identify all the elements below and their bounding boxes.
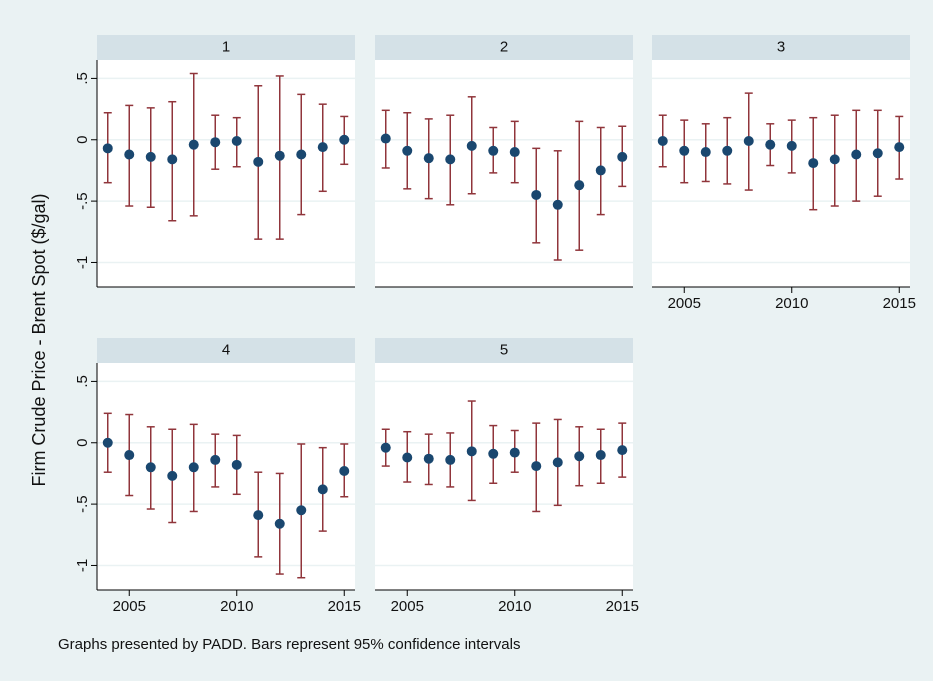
- x-tick-label: 2010: [498, 598, 531, 615]
- point: [145, 462, 156, 473]
- point: [786, 140, 797, 151]
- panel-title: 5: [500, 341, 508, 358]
- plot-area: [375, 363, 633, 590]
- y-tick-label: -1: [74, 256, 91, 269]
- x-tick-label: 2015: [328, 598, 361, 615]
- point: [531, 189, 542, 200]
- point: [167, 470, 178, 481]
- x-tick-label: 2010: [220, 598, 253, 615]
- panel-title: 4: [222, 341, 230, 358]
- x-tick-label: 2005: [668, 295, 701, 312]
- point: [574, 451, 585, 462]
- point: [552, 199, 563, 210]
- note: Graphs presented by PADD. Bars represent…: [58, 636, 520, 653]
- point: [380, 442, 391, 453]
- point: [188, 462, 199, 473]
- point: [210, 137, 221, 148]
- point: [488, 448, 499, 459]
- x-tick-label: 2005: [113, 598, 146, 615]
- point: [872, 148, 883, 159]
- point: [402, 145, 413, 156]
- point: [743, 135, 754, 146]
- point: [296, 505, 307, 516]
- point: [274, 150, 285, 161]
- point: [595, 165, 606, 176]
- x-tick-label: 2005: [391, 598, 424, 615]
- point: [253, 156, 264, 167]
- point: [423, 453, 434, 464]
- point: [722, 145, 733, 156]
- point: [509, 447, 520, 458]
- point: [552, 457, 563, 468]
- point: [509, 147, 520, 158]
- point: [210, 454, 221, 465]
- point: [445, 154, 456, 165]
- point: [253, 510, 264, 521]
- y-tick-label: .5: [74, 72, 91, 85]
- point: [231, 135, 242, 146]
- panel-header: [97, 35, 355, 60]
- point: [423, 153, 434, 164]
- point: [339, 465, 350, 476]
- panel-title: 1: [222, 38, 230, 55]
- point: [617, 445, 628, 456]
- point: [488, 145, 499, 156]
- point: [808, 158, 819, 169]
- point: [574, 180, 585, 191]
- point: [339, 134, 350, 145]
- plot-area: [97, 60, 355, 287]
- point: [231, 459, 242, 470]
- point: [188, 139, 199, 150]
- x-tick-label: 2010: [775, 295, 808, 312]
- point: [894, 142, 905, 153]
- point: [380, 133, 391, 144]
- point: [531, 461, 542, 472]
- point: [466, 140, 477, 151]
- point: [124, 450, 135, 461]
- point: [829, 154, 840, 165]
- plot-area: [375, 60, 633, 287]
- point: [851, 149, 862, 160]
- point: [124, 149, 135, 160]
- y-tick-label: 0: [74, 136, 91, 144]
- point: [445, 454, 456, 465]
- panel-header: [375, 338, 633, 363]
- point: [700, 147, 711, 158]
- point: [274, 518, 285, 529]
- point: [145, 151, 156, 162]
- point: [765, 139, 776, 150]
- x-tick-label: 2015: [883, 295, 916, 312]
- point: [317, 484, 328, 495]
- y-tick-label: .5: [74, 375, 91, 388]
- point: [296, 149, 307, 160]
- y-tick-label: -1: [74, 559, 91, 572]
- plot-area: [652, 60, 910, 287]
- panel-header: [375, 35, 633, 60]
- point: [317, 142, 328, 153]
- point: [657, 135, 668, 146]
- y-axis-label: Firm Crude Price - Brent Spot ($/gal): [29, 193, 49, 486]
- point: [102, 437, 113, 448]
- point: [402, 452, 413, 463]
- point: [102, 143, 113, 154]
- panel-title: 3: [777, 38, 785, 55]
- point: [167, 154, 178, 165]
- point: [595, 450, 606, 461]
- y-tick-label: 0: [74, 439, 91, 447]
- point: [679, 145, 690, 156]
- panel-header: [652, 35, 910, 60]
- point: [466, 446, 477, 457]
- y-tick-label: -.5: [74, 192, 91, 210]
- y-tick-label: -.5: [74, 495, 91, 513]
- panel-header: [97, 338, 355, 363]
- x-tick-label: 2015: [606, 598, 639, 615]
- point: [617, 151, 628, 162]
- plot-area: [97, 363, 355, 590]
- panel-title: 2: [500, 38, 508, 55]
